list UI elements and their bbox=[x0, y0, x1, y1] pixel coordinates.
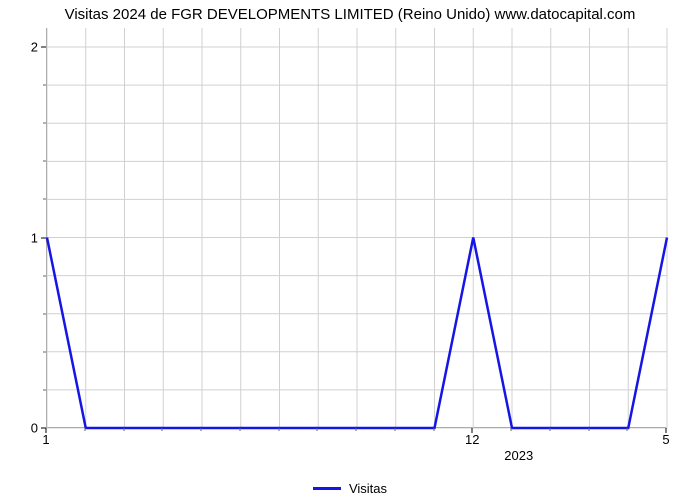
x-minor-tick bbox=[588, 428, 589, 431]
legend-swatch bbox=[313, 487, 341, 490]
legend: Visitas bbox=[0, 477, 700, 496]
y-minor-tick bbox=[43, 389, 46, 390]
x-minor-tick bbox=[239, 428, 240, 431]
x-minor-tick bbox=[394, 428, 395, 431]
x-tick-label: 12 bbox=[465, 432, 479, 447]
y-minor-tick bbox=[43, 275, 46, 276]
chart-title: Visitas 2024 de FGR DEVELOPMENTS LIMITED… bbox=[0, 6, 700, 23]
x-minor-tick bbox=[123, 428, 124, 431]
x-minor-tick bbox=[317, 428, 318, 431]
x-minor-tick bbox=[84, 428, 85, 431]
y-minor-tick bbox=[43, 313, 46, 314]
x-tick-label: 1 bbox=[42, 432, 49, 447]
y-minor-tick bbox=[43, 199, 46, 200]
y-minor-tick bbox=[43, 351, 46, 352]
y-minor-tick bbox=[43, 85, 46, 86]
x-minor-tick bbox=[201, 428, 202, 431]
x-minor-tick bbox=[627, 428, 628, 431]
chart-container: Visitas 2024 de FGR DEVELOPMENTS LIMITED… bbox=[0, 0, 700, 500]
x-minor-tick bbox=[511, 428, 512, 431]
y-tick-label: 0 bbox=[4, 421, 38, 436]
x-minor-tick bbox=[549, 428, 550, 431]
y-tick-mark bbox=[41, 47, 46, 48]
x-tick-label: 5 bbox=[662, 432, 669, 447]
y-minor-tick bbox=[43, 123, 46, 124]
legend-label: Visitas bbox=[349, 481, 387, 496]
plot-svg bbox=[47, 28, 667, 428]
x-minor-tick bbox=[356, 428, 357, 431]
y-tick-label: 2 bbox=[4, 40, 38, 55]
x-minor-tick bbox=[278, 428, 279, 431]
y-tick-label: 1 bbox=[4, 230, 38, 245]
x-sub-label: 2023 bbox=[504, 448, 533, 463]
y-minor-tick bbox=[43, 161, 46, 162]
x-minor-tick bbox=[162, 428, 163, 431]
plot-area bbox=[46, 28, 666, 428]
legend-item-visitas: Visitas bbox=[313, 481, 387, 496]
y-tick-mark bbox=[41, 237, 46, 238]
x-minor-tick bbox=[433, 428, 434, 431]
